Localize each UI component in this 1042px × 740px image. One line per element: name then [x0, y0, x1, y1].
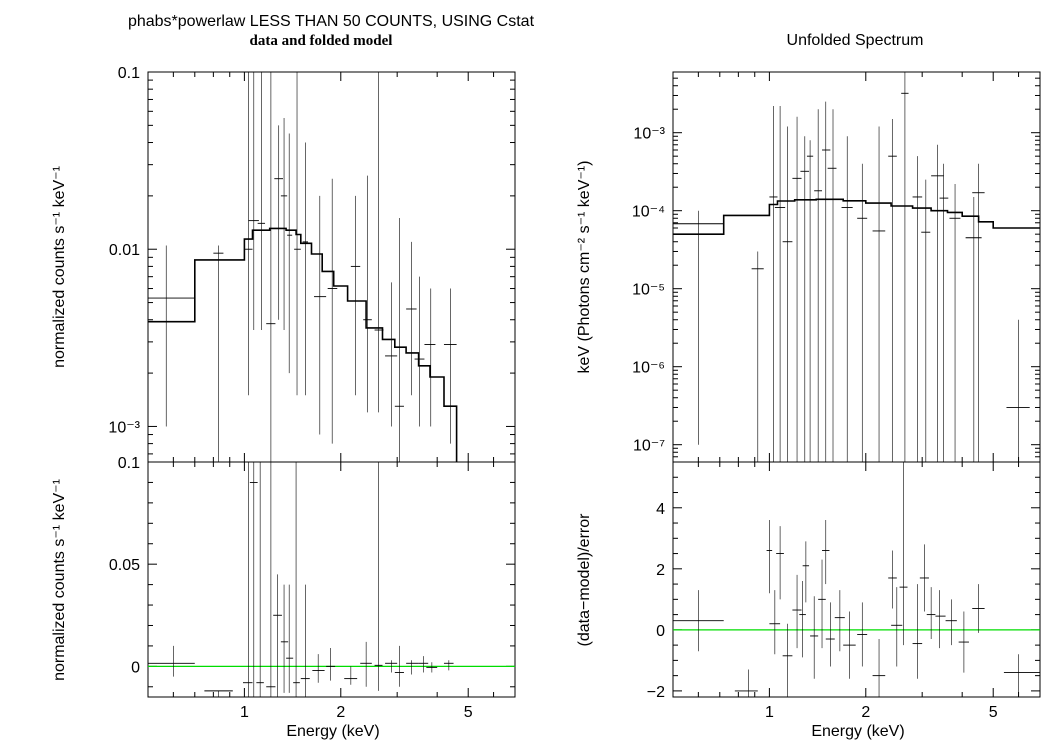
panel-left-bottom: 1 2 5 0.1 0.05 0 normalized counts s⁻¹ keV⁻¹	[51, 455, 516, 721]
x-axis-label-left: Energy (keV)	[286, 723, 379, 740]
y-tick-label: −2	[647, 684, 665, 701]
y-tick-label: 4	[656, 501, 665, 518]
y-tick-label: 10⁻³	[633, 126, 665, 143]
plot-frame	[672, 461, 1041, 698]
y-tick-label: 10⁻⁴	[632, 204, 665, 221]
y-tick-label: 10⁻³	[108, 419, 140, 436]
y-axis-label: (data−model)/error	[576, 513, 593, 647]
x-axis-label-right: Energy (keV)	[811, 723, 904, 740]
right-title: Unfolded Spectrum	[787, 32, 924, 49]
x-tick-label: 2	[336, 704, 345, 721]
y-tick-label: 0	[656, 623, 665, 640]
y-tick-label: 0	[131, 659, 140, 676]
y-tick-label: 2	[656, 562, 665, 579]
x-tick-label: 2	[861, 704, 870, 721]
model-step-line	[148, 227, 458, 462]
plot-frame	[672, 71, 1041, 463]
y-tick-label: 10⁻⁷	[633, 438, 665, 455]
panel-left-top: 0.1 0.01 10⁻³ normalized counts s⁻¹ keV⁻¹	[51, 65, 516, 463]
y-axis-label: keV (Photons cm⁻² s⁻¹ keV⁻¹)	[576, 161, 593, 374]
y-tick-label: 0.05	[109, 557, 140, 574]
plot-frame	[147, 71, 516, 463]
x-tick-label: 1	[240, 704, 249, 721]
left-title: phabs*powerlaw LESS THAN 50 COUNTS, USIN…	[128, 13, 535, 30]
panel-right-top: 10⁻³ 10⁻⁴ 10⁻⁵ 10⁻⁶ 10⁻⁷ keV (Photons cm⁻² s⁻…	[576, 71, 1041, 463]
model-step-line	[673, 198, 1040, 235]
x-tick-label: 1	[765, 704, 774, 721]
y-tick-label: 10⁻⁵	[632, 282, 665, 299]
y-axis-label: normalized counts s⁻¹ keV⁻¹	[51, 479, 68, 681]
y-axis-label: normalized counts s⁻¹ keV⁻¹	[51, 166, 68, 368]
y-tick-label: 10⁻⁶	[632, 360, 665, 377]
y-tick-label: 0.01	[109, 242, 140, 259]
y-tick-label: 0.1	[118, 455, 140, 472]
x-tick-label: 5	[464, 704, 473, 721]
left-subtitle: data and folded model	[250, 33, 393, 49]
panel-right-bottom: 1 2 5 4 2 0 −2 (data−model)/error	[576, 461, 1041, 721]
y-tick-label: 0.1	[118, 65, 140, 82]
x-tick-label: 5	[989, 704, 998, 721]
plot-frame	[147, 461, 516, 698]
